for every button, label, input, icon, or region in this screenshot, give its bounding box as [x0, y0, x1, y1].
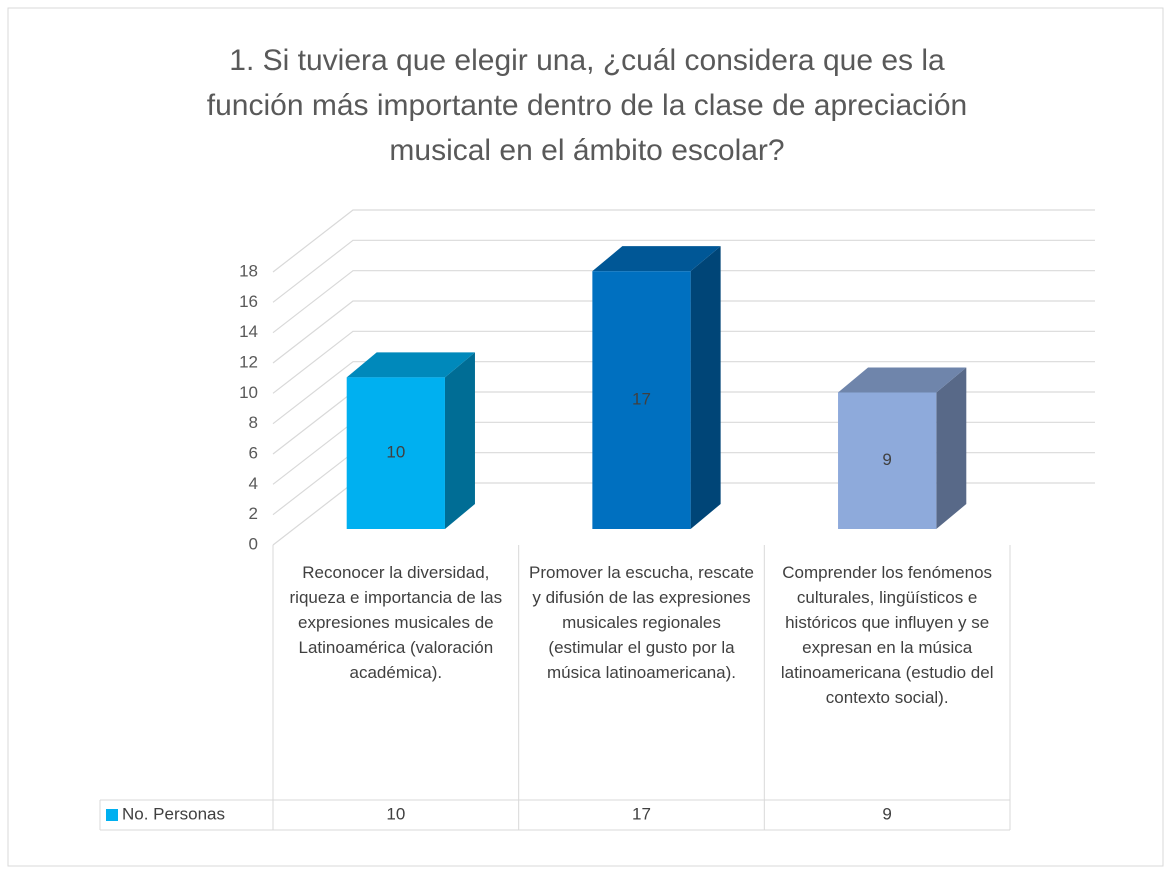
- bar: [592, 271, 691, 529]
- data-label: 9: [882, 450, 891, 469]
- bar: [838, 392, 937, 529]
- y-tick-label: 18: [239, 261, 258, 280]
- y-tick-label: 12: [239, 352, 258, 371]
- grid-line: [272, 300, 1095, 364]
- x-tick-label: Promover la escucha, rescate y difusión …: [529, 563, 754, 682]
- x-tick-label: Reconocer la diversidad, riqueza e impor…: [289, 563, 503, 682]
- data-label: 17: [632, 390, 651, 409]
- grid-line: [272, 361, 1095, 425]
- table-value: 10: [386, 804, 405, 823]
- bar-side: [444, 352, 475, 529]
- table-value: 17: [632, 804, 651, 823]
- grid-line: [272, 239, 1095, 303]
- y-tick-label: 16: [239, 292, 258, 311]
- y-tick-label: 6: [249, 443, 258, 462]
- legend-label: No. Personas: [122, 804, 225, 823]
- bar: [346, 377, 445, 529]
- legend-key: [106, 809, 118, 821]
- x-tick-label: Comprender los fenómenos culturales, lin…: [780, 563, 994, 707]
- y-tick-label: 8: [249, 413, 258, 432]
- chart-title: 1. Si tuviera que elegir una, ¿cuál cons…: [206, 44, 968, 167]
- bar-top: [838, 367, 967, 393]
- table-value: 9: [882, 804, 891, 823]
- bar-side: [936, 367, 967, 529]
- bar-side: [690, 246, 721, 529]
- bar-top: [346, 352, 475, 378]
- y-tick-label: 14: [239, 322, 258, 341]
- grid-line: [272, 270, 1095, 334]
- chart-border: [7, 7, 1164, 867]
- grid-line: [272, 209, 1095, 273]
- y-tick-label: 4: [249, 474, 258, 493]
- y-tick-label: 10: [239, 383, 258, 402]
- bar-top: [592, 246, 721, 272]
- data-label: 10: [386, 443, 405, 462]
- y-tick-label: 0: [249, 534, 258, 553]
- grid-line: [272, 330, 1095, 394]
- y-tick-label: 2: [249, 504, 258, 523]
